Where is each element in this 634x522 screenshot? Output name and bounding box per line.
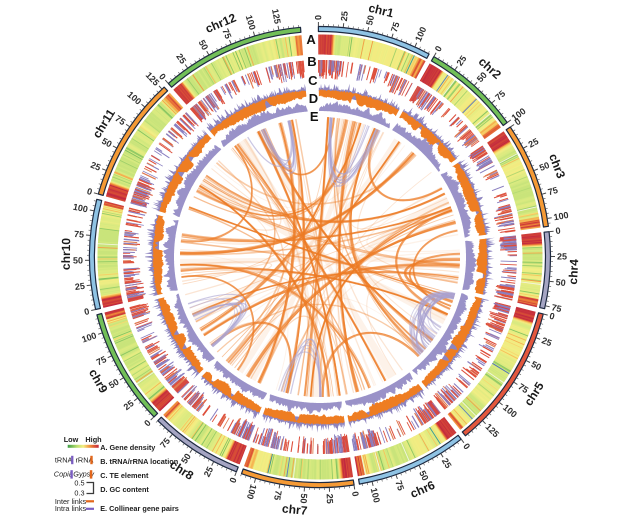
- svg-text:tRNA: tRNA: [55, 455, 73, 464]
- svg-text:Intra links: Intra links: [55, 504, 87, 513]
- svg-text:50: 50: [475, 70, 489, 84]
- svg-text:A. Gene density: A. Gene density: [100, 443, 156, 452]
- svg-text:50: 50: [538, 160, 551, 173]
- svg-text:0: 0: [83, 306, 90, 317]
- svg-text:0: 0: [548, 311, 555, 322]
- svg-text:chr10: chr10: [59, 238, 73, 271]
- svg-text:C: C: [308, 73, 318, 88]
- svg-text:75: 75: [113, 113, 127, 127]
- svg-text:25: 25: [557, 251, 567, 261]
- svg-text:100: 100: [72, 202, 89, 215]
- svg-text:100: 100: [369, 487, 382, 504]
- svg-text:50: 50: [73, 255, 83, 265]
- svg-text:50: 50: [364, 14, 376, 26]
- svg-text:0: 0: [157, 72, 168, 82]
- svg-text:75: 75: [547, 185, 559, 197]
- svg-text:50: 50: [555, 277, 566, 288]
- svg-text:25: 25: [74, 281, 85, 292]
- svg-text:75: 75: [74, 229, 85, 240]
- svg-text:50: 50: [197, 38, 211, 52]
- svg-text:25: 25: [339, 11, 350, 22]
- svg-text:High: High: [85, 435, 101, 444]
- svg-text:0: 0: [228, 476, 239, 484]
- svg-text:chr1: chr1: [367, 1, 395, 21]
- svg-text:25: 25: [440, 456, 454, 470]
- svg-text:0: 0: [513, 116, 523, 127]
- svg-text:rRNA: rRNA: [76, 455, 94, 464]
- svg-text:75: 75: [158, 436, 172, 450]
- svg-text:100: 100: [553, 210, 569, 222]
- svg-text:125: 125: [270, 8, 283, 25]
- svg-text:A: A: [306, 32, 316, 47]
- svg-text:0: 0: [142, 418, 153, 429]
- svg-text:E. Collinear gene pairs: E. Collinear gene pairs: [100, 504, 179, 513]
- svg-text:0: 0: [433, 44, 444, 53]
- svg-text:0: 0: [461, 441, 472, 451]
- svg-text:0: 0: [350, 491, 361, 497]
- svg-text:25: 25: [202, 465, 215, 478]
- svg-text:25: 25: [527, 136, 541, 150]
- svg-text:25: 25: [174, 52, 188, 66]
- svg-text:chr4: chr4: [566, 258, 581, 284]
- svg-text:75: 75: [493, 88, 507, 102]
- svg-text:25: 25: [455, 54, 469, 68]
- svg-text:25: 25: [540, 335, 553, 348]
- svg-text:75: 75: [95, 354, 108, 367]
- svg-text:50: 50: [107, 377, 121, 391]
- svg-text:100: 100: [245, 483, 259, 500]
- svg-text:0: 0: [555, 225, 561, 235]
- svg-text:B: B: [307, 54, 316, 69]
- svg-text:50: 50: [530, 359, 543, 372]
- svg-text:D. GC content: D. GC content: [100, 485, 149, 494]
- svg-text:50: 50: [179, 452, 193, 466]
- svg-text:25: 25: [122, 398, 136, 412]
- svg-text:100: 100: [80, 330, 97, 344]
- svg-text:Low: Low: [64, 435, 79, 444]
- svg-text:75: 75: [272, 490, 284, 502]
- svg-text:B. tRNA/rRNA location: B. tRNA/rRNA location: [100, 457, 178, 466]
- svg-text:50: 50: [298, 493, 309, 504]
- svg-text:75: 75: [389, 21, 402, 34]
- svg-text:chr7: chr7: [281, 501, 308, 517]
- svg-text:50: 50: [417, 469, 430, 482]
- svg-text:75: 75: [393, 479, 406, 492]
- svg-text:0.5: 0.5: [74, 479, 84, 488]
- svg-text:0: 0: [86, 186, 94, 197]
- svg-text:50: 50: [100, 136, 114, 150]
- svg-text:75: 75: [551, 302, 563, 314]
- svg-text:75: 75: [516, 381, 530, 395]
- svg-text:0: 0: [313, 15, 323, 20]
- svg-text:D: D: [309, 91, 318, 106]
- svg-text:25: 25: [89, 160, 102, 173]
- svg-text:0.3: 0.3: [74, 489, 84, 498]
- svg-text:E: E: [310, 109, 319, 124]
- svg-text:75: 75: [220, 27, 233, 40]
- svg-text:Copia: Copia: [54, 470, 73, 479]
- svg-text:Gypsy: Gypsy: [73, 470, 95, 479]
- svg-text:25: 25: [325, 494, 335, 504]
- svg-text:Inter links: Inter links: [55, 497, 87, 506]
- svg-text:C. TE element: C. TE element: [100, 471, 149, 480]
- svg-text:100: 100: [244, 14, 258, 31]
